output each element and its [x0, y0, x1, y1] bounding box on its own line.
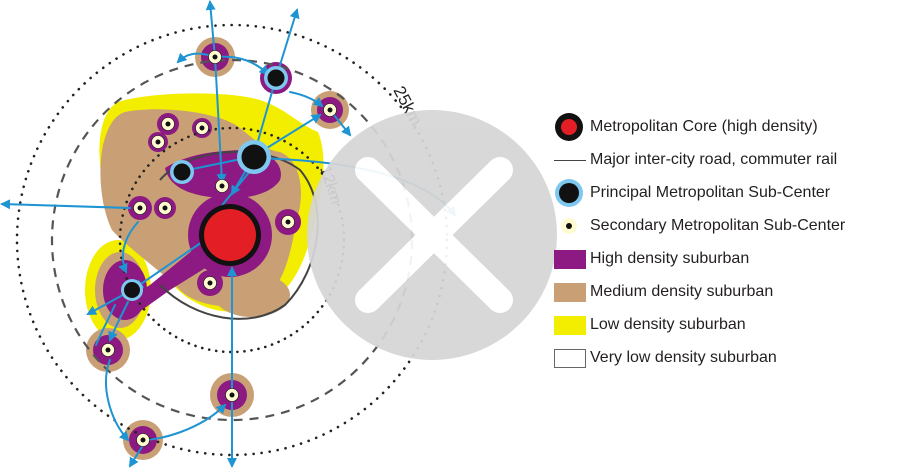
medium-density-swatch — [554, 283, 586, 302]
principal-subcenter-northwest — [170, 160, 194, 184]
close-x-icon[interactable] — [307, 110, 557, 360]
low-density-swatch — [554, 316, 586, 335]
secondary-subcenter-12 — [225, 388, 239, 402]
legend-item-secondary: Secondary Metropolitan Sub-Center — [552, 211, 845, 241]
metropolitan-core — [199, 204, 261, 266]
secondary-subcenter-8 — [158, 201, 172, 215]
secondary-subcenter-6 — [215, 179, 229, 193]
principal-subcenter-north — [264, 66, 288, 90]
core-icon — [552, 112, 590, 142]
secondary-subcenter-7 — [133, 201, 147, 215]
secondary-subcenter-1 — [208, 50, 222, 64]
legend-item-low-density: Low density suburban — [552, 310, 746, 340]
secondary-subcenter-9 — [281, 215, 295, 229]
legend-item-core: Metropolitan Core (high density) — [552, 112, 818, 142]
legend-label-secondary: Secondary Metropolitan Sub-Center — [590, 217, 846, 234]
secondary-subcenter-10 — [203, 276, 217, 290]
principal-subcenter-northeast — [237, 140, 271, 174]
road-line-icon — [552, 145, 590, 175]
legend-item-road: Major inter-city road, commuter rail — [552, 145, 837, 175]
secondary-subcenters — [101, 50, 337, 447]
secondary-subcenter-3 — [161, 117, 175, 131]
legend-label-road: Major inter-city road, commuter rail — [590, 151, 838, 168]
legend-label-very-low-density: Very low density suburban — [590, 349, 777, 366]
secondary-subcenter-2 — [323, 103, 337, 117]
principal-subcenter-icon — [552, 178, 590, 208]
legend-item-very-low-density: Very low density suburban — [552, 343, 777, 373]
secondary-subcenter-5 — [151, 135, 165, 149]
secondary-subcenter-11 — [101, 343, 115, 357]
secondary-subcenter-13 — [136, 433, 150, 447]
principal-subcenters — [121, 66, 288, 301]
secondary-subcenter-icon — [552, 211, 590, 241]
legend-label-low-density: Low density suburban — [590, 316, 746, 333]
legend-label-high-density: High density suburban — [590, 250, 750, 267]
high-density-swatch — [554, 250, 586, 269]
legend-item-principal: Principal Metropolitan Sub-Center — [552, 178, 830, 208]
principal-subcenter-west — [121, 279, 143, 301]
legend-label-medium-density: Medium density suburban — [590, 283, 774, 300]
very-low-density-swatch — [554, 349, 586, 368]
secondary-subcenter-4 — [195, 121, 209, 135]
legend-item-high-density: High density suburban — [552, 244, 749, 274]
legend-item-medium-density: Medium density suburban — [552, 277, 773, 307]
legend-label-core: Metropolitan Core (high density) — [590, 118, 818, 135]
legend-label-principal: Principal Metropolitan Sub-Center — [590, 184, 831, 201]
